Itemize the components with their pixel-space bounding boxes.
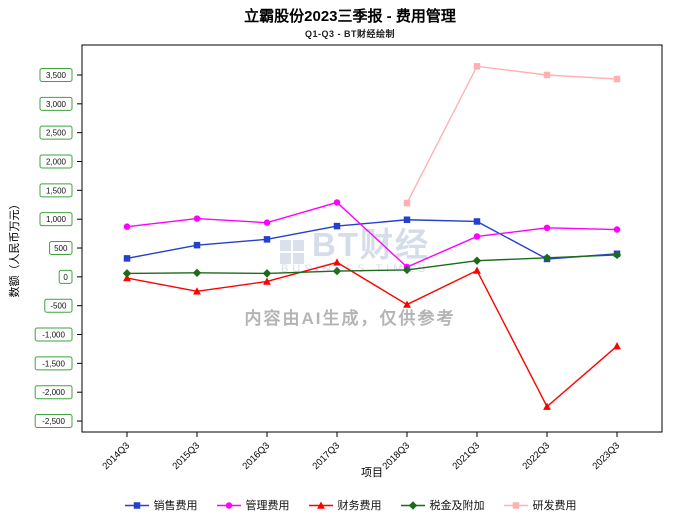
series-marker-3: [332, 266, 342, 276]
legend-marker: [133, 501, 140, 509]
legend-item-1: 管理费用: [216, 497, 290, 513]
series-line-1: [126, 201, 618, 268]
series-marker-0: [333, 222, 341, 230]
series-marker-1: [263, 219, 271, 226]
y-tick-label: 0: [63, 273, 68, 282]
series-marker-3: [192, 268, 202, 278]
legend-marker-icon: [400, 500, 425, 510]
series-marker-0: [263, 236, 271, 243]
y-tick-label-box: [39, 125, 73, 140]
series-marker-2: [263, 277, 271, 285]
series-marker-1: [543, 224, 551, 232]
y-tick-label: 500: [54, 244, 68, 253]
series-marker-2: [473, 266, 481, 274]
series-marker-4: [473, 63, 481, 70]
y-tick-label-box: [39, 96, 73, 111]
y-tick-label: 2,000: [46, 158, 67, 167]
legend-label: 税金及附加: [429, 500, 485, 512]
series-marker-3: [122, 269, 132, 278]
y-tick-label-box: [34, 385, 73, 400]
y-tick-label: -2,000: [42, 388, 65, 397]
series-marker-0: [193, 241, 201, 249]
series-marker-0: [473, 218, 481, 225]
y-axis-title: 数额（人民币万元）: [9, 198, 21, 298]
series-line-2: [126, 261, 618, 408]
series-marker-0: [403, 216, 411, 224]
legend-marker-icon: [216, 501, 241, 509]
y-tick-label-box: [58, 269, 73, 284]
series-marker-3: [262, 269, 272, 278]
series-marker-3: [542, 253, 552, 263]
legend-marker: [512, 501, 519, 509]
legend-marker: [316, 500, 325, 509]
series-marker-1: [193, 215, 201, 222]
y-tick-label-box: [34, 414, 73, 429]
series-marker-0: [123, 255, 131, 262]
y-tick-label: -2,500: [42, 417, 65, 426]
legend-item-2: 财务费用: [308, 497, 382, 513]
y-tick-label: 1,500: [46, 186, 67, 195]
series-marker-2: [193, 287, 201, 295]
legend-label: 销售费用: [153, 500, 198, 512]
series-marker-4: [543, 71, 551, 79]
y-tick-label: 2,500: [46, 129, 67, 138]
series-marker-1: [613, 226, 621, 233]
y-tick-label: -1,000: [42, 331, 65, 340]
legend-label: 财务费用: [337, 500, 382, 512]
legend-label: 管理费用: [245, 500, 290, 512]
y-tick-label-box: [34, 356, 73, 371]
series-marker-4: [613, 75, 621, 83]
series-marker-1: [123, 223, 131, 230]
y-tick-label-box: [39, 67, 73, 82]
y-tick-label: 3,000: [46, 100, 67, 109]
y-tick-label-box: [34, 327, 73, 342]
legend-marker-icon: [124, 501, 149, 509]
series-line-3: [126, 254, 618, 275]
y-tick-label-box: [44, 298, 73, 313]
y-tick-label-box: [49, 241, 73, 256]
series-marker-3: [472, 256, 482, 265]
legend-marker: [408, 500, 417, 510]
series-marker-2: [403, 300, 411, 308]
legend-marker-icon: [308, 500, 333, 509]
series-marker-4: [403, 199, 411, 207]
series-marker-1: [333, 199, 341, 206]
legend-item-3: 税金及附加: [400, 497, 485, 513]
legend-label: 研发费用: [532, 500, 577, 512]
legend-marker: [225, 501, 232, 509]
y-tick-label-box: [39, 212, 73, 227]
y-tick-label: 3,500: [46, 71, 67, 80]
y-tick-label-box: [39, 183, 73, 198]
legend-marker-icon: [503, 501, 528, 509]
series-marker-2: [613, 342, 621, 350]
plot-frame: [81, 44, 663, 433]
y-tick-label: -500: [50, 302, 67, 311]
legend-item-4: 研发费用: [503, 497, 577, 513]
series-marker-1: [473, 233, 481, 240]
chart-legend: 销售费用 管理费用 财务费用 税金及附加 研发费用: [0, 497, 700, 513]
legend-item-0: 销售费用: [124, 497, 198, 513]
x-axis-title: 项目: [361, 467, 383, 479]
series-marker-3: [612, 250, 622, 260]
series-marker-2: [333, 258, 341, 266]
y-tick-label: -1,500: [42, 359, 65, 368]
chart-subtitle: Q1-Q3 - BT财经绘制: [304, 29, 395, 39]
chart-title: 立霸股份2023三季报 - 费用管理: [244, 8, 456, 25]
series-marker-2: [543, 402, 551, 410]
series-line-4: [406, 65, 618, 204]
y-tick-label-box: [39, 154, 73, 169]
series-marker-3: [402, 265, 412, 275]
series-line-0: [126, 219, 618, 260]
y-tick-label: 1,000: [46, 215, 67, 224]
